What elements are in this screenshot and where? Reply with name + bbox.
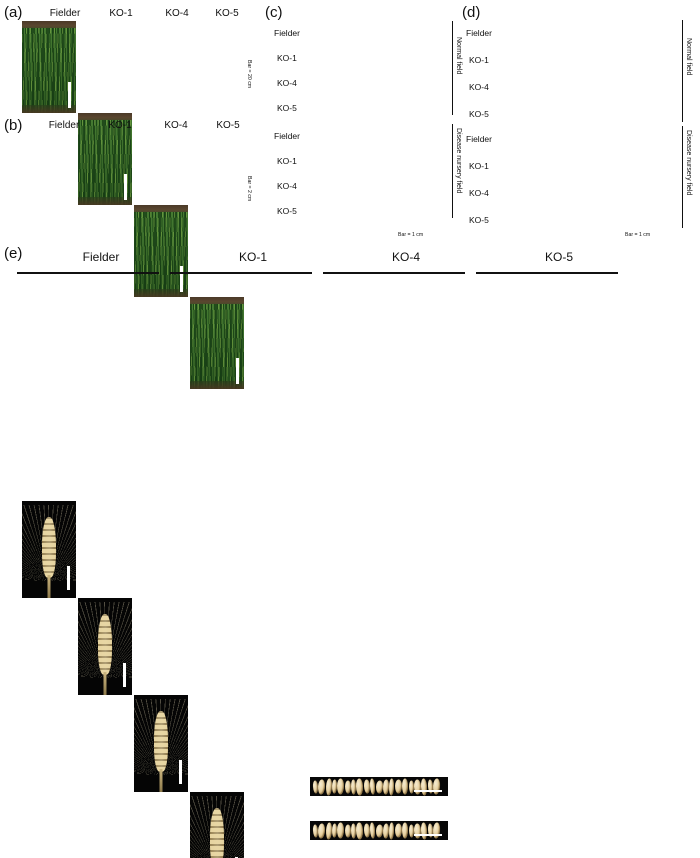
panel-b-column-label-ko1: KO-1 xyxy=(108,120,132,131)
seed xyxy=(420,821,428,840)
seed xyxy=(408,823,414,838)
panel-a-label: (a) xyxy=(4,4,23,21)
panel-d-row-label-normal-ko5: KO-5 xyxy=(469,109,489,119)
panel-b-column-label-fielder: Fielder xyxy=(48,120,80,131)
panel-a-column-label-ko5: KO-5 xyxy=(215,8,239,19)
seed xyxy=(389,777,395,796)
seed xyxy=(369,778,376,795)
panel-e-group-rule-ko1 xyxy=(170,272,312,274)
seed xyxy=(369,822,376,839)
seed-strip xyxy=(312,777,441,796)
seed xyxy=(420,777,428,796)
panel-e-group-rule-fielder xyxy=(17,272,159,274)
panel-c-label: (c) xyxy=(265,4,283,21)
panel-a-column-label-fielder: Fielder xyxy=(49,8,81,19)
panel-d-row-label-disease-ko4: KO-4 xyxy=(469,188,489,198)
panel-c-normal-field-bracket xyxy=(452,21,453,115)
panel-e-group-label-ko5: KO-5 xyxy=(544,250,573,264)
panel-d-side-label-disease-field: Disease nursery field xyxy=(685,130,692,196)
panel-c-row-label-normal-fielder: Fielder xyxy=(274,28,300,38)
panel-a-scale-bar-label: Bar = 20 cm xyxy=(246,60,252,89)
seed xyxy=(317,778,326,795)
panel-b-scale-bar-label: Bar = 2 cm xyxy=(246,176,252,202)
panel-c-row-label-disease-ko5: KO-5 xyxy=(277,206,297,216)
panel-d-side-label-normal-field: Normal field xyxy=(685,38,692,76)
figure-root: (a) Fielder KO-1 KO-4 KO-5 Bar = 20 cm (… xyxy=(4,4,692,858)
panel-e-group-label-ko4: KO-4 xyxy=(391,250,420,264)
seed xyxy=(432,778,441,795)
seed xyxy=(389,821,395,840)
panel-e-group-rule-ko5 xyxy=(476,272,618,274)
panel-c-side-label-normal-field: Normal field xyxy=(455,37,462,75)
panel-d-normal-field-bracket xyxy=(682,20,683,122)
seed xyxy=(432,822,441,839)
seed xyxy=(356,821,364,840)
seed xyxy=(337,822,345,839)
panel-a-column-label-ko4: KO-4 xyxy=(165,8,189,19)
panel-b-image-ko4 xyxy=(134,695,188,792)
panel-c-row-label-disease-fielder: Fielder xyxy=(274,131,300,141)
panel-d-row-label-disease-fielder: Fielder xyxy=(466,134,492,144)
panel-d-scale-bar-label: Bar = 1 cm xyxy=(625,232,651,238)
panel-d-row-label-disease-ko5: KO-5 xyxy=(469,215,489,225)
panel-d-disease-field-bracket xyxy=(682,126,683,228)
panel-e-group-label-fielder: Fielder xyxy=(82,250,120,264)
panel-c-scale-bar-label: Bar = 1 cm xyxy=(398,232,424,238)
panel-b-image-ko1 xyxy=(78,598,132,695)
panel-d-row-label-normal-fielder: Fielder xyxy=(466,28,492,38)
panel-c-row-label-normal-ko5: KO-5 xyxy=(277,103,297,113)
panel-c-row-label-disease-ko1: KO-1 xyxy=(277,156,297,166)
seed xyxy=(375,823,384,838)
panel-c-row-label-normal-ko1: KO-1 xyxy=(277,53,297,63)
seed-strip xyxy=(312,821,441,840)
panel-c-disease-field-bracket xyxy=(452,124,453,218)
panel-a-image-ko4 xyxy=(134,205,188,297)
seed xyxy=(337,778,345,795)
seed xyxy=(394,823,402,838)
panel-b-image-ko5 xyxy=(190,792,244,858)
panel-a-image-ko1 xyxy=(78,113,132,205)
seed xyxy=(344,780,351,793)
seed xyxy=(408,779,414,794)
seed xyxy=(325,777,332,796)
panel-d-row-label-normal-ko4: KO-4 xyxy=(469,82,489,92)
panel-b-column-label-ko4: KO-4 xyxy=(164,120,188,131)
seed xyxy=(356,777,364,796)
panel-c-row-normal-fielder xyxy=(310,777,448,796)
panel-c-row-label-disease-ko4: KO-4 xyxy=(277,181,297,191)
panel-b-image-fielder xyxy=(22,501,76,598)
panel-d-row-label-normal-ko1: KO-1 xyxy=(469,55,489,65)
seed xyxy=(325,821,332,840)
panel-b-column-label-ko5: KO-5 xyxy=(216,120,240,131)
panel-e-group-label-ko1: KO-1 xyxy=(238,250,267,264)
panel-a-image-fielder xyxy=(22,21,76,113)
panel-e-group-rule-ko4 xyxy=(323,272,465,274)
seed xyxy=(344,824,351,837)
seed xyxy=(402,778,409,795)
panel-e-label: (e) xyxy=(4,245,23,262)
panel-c-row-label-normal-ko4: KO-4 xyxy=(277,78,297,88)
panel-c-row-normal-ko1 xyxy=(310,821,448,840)
seed xyxy=(375,779,384,794)
panel-d-row-label-disease-ko1: KO-1 xyxy=(469,161,489,171)
panel-d-label: (d) xyxy=(462,4,481,21)
panel-a-column-label-ko1: KO-1 xyxy=(109,8,133,19)
panel-b-label: (b) xyxy=(4,117,23,134)
panel-c-side-label-disease-field: Disease nursery field xyxy=(455,128,462,194)
seed xyxy=(317,822,326,839)
seed xyxy=(402,822,409,839)
seed xyxy=(394,779,402,794)
panel-a-image-ko5 xyxy=(190,297,244,389)
